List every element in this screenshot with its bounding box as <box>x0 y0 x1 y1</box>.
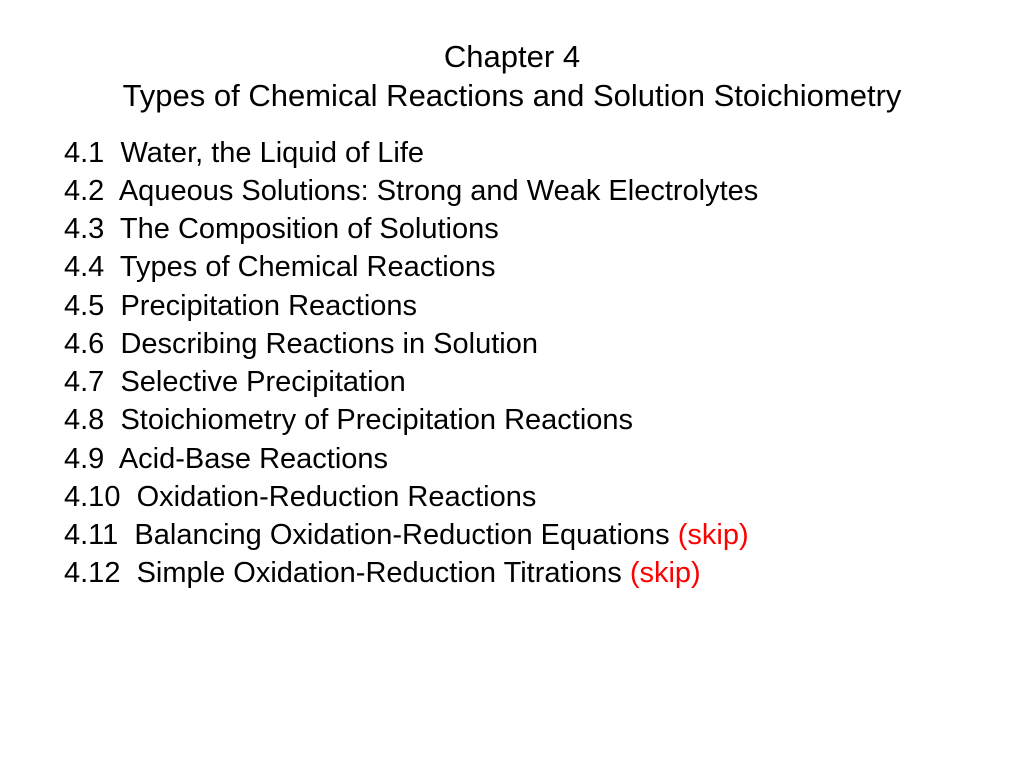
outline-item: 4.8 Stoichiometry of Precipitation React… <box>64 401 1024 439</box>
outline-item-topic: Precipitation Reactions <box>120 290 417 322</box>
title-line-2: Types of Chemical Reactions and Solution… <box>0 77 1024 116</box>
outline-item: 4.2 Aqueous Solutions: Strong and Weak E… <box>64 172 1024 210</box>
chapter-outline: 4.1 Water, the Liquid of Life4.2 Aqueous… <box>0 134 1024 593</box>
outline-item-number: 4.10 <box>64 481 120 513</box>
outline-item-number: 4.6 <box>64 328 104 360</box>
skip-label: (skip) <box>630 557 701 589</box>
outline-item: 4.4 Types of Chemical Reactions <box>64 248 1024 286</box>
outline-item-topic: Oxidation-Reduction Reactions <box>137 481 537 513</box>
outline-item-topic: Types of Chemical Reactions <box>120 251 496 283</box>
outline-item-topic: Balancing Oxidation-Reduction Equations <box>134 519 669 551</box>
outline-item: 4.12 Simple Oxidation-Reduction Titratio… <box>64 554 1024 592</box>
outline-item-number: 4.9 <box>64 443 104 475</box>
outline-item: 4.7 Selective Precipitation <box>64 363 1024 401</box>
outline-item: 4.9 Acid-Base Reactions <box>64 440 1024 478</box>
slide-title: Chapter 4 Types of Chemical Reactions an… <box>0 38 1024 116</box>
outline-item-number: 4.1 <box>64 137 104 169</box>
outline-item-number: 4.8 <box>64 404 104 436</box>
outline-item: 4.5 Precipitation Reactions <box>64 287 1024 325</box>
outline-item-topic: Simple Oxidation-Reduction Titrations <box>137 557 622 589</box>
title-line-1: Chapter 4 <box>0 38 1024 77</box>
outline-item-number: 4.7 <box>64 366 104 398</box>
outline-item-topic: Describing Reactions in Solution <box>120 328 538 360</box>
skip-label: (skip) <box>678 519 749 551</box>
outline-item-topic: Selective Precipitation <box>120 366 405 398</box>
outline-item: 4.11 Balancing Oxidation-Reduction Equat… <box>64 516 1024 554</box>
outline-item: 4.10 Oxidation-Reduction Reactions <box>64 478 1024 516</box>
outline-item-number: 4.12 <box>64 557 120 589</box>
outline-item-number: 4.11 <box>64 519 118 551</box>
outline-item-number: 4.5 <box>64 290 104 322</box>
outline-item: 4.1 Water, the Liquid of Life <box>64 134 1024 172</box>
outline-item-topic: The Composition of Solutions <box>120 213 499 245</box>
outline-item-topic: Water, the Liquid of Life <box>120 137 424 169</box>
outline-item: 4.3 The Composition of Solutions <box>64 210 1024 248</box>
outline-item-topic: Stoichiometry of Precipitation Reactions <box>120 404 633 436</box>
outline-item-topic: Acid-Base Reactions <box>119 443 388 475</box>
outline-item-topic: Aqueous Solutions: Strong and Weak Elect… <box>119 175 758 207</box>
outline-item-number: 4.2 <box>64 175 104 207</box>
outline-item: 4.6 Describing Reactions in Solution <box>64 325 1024 363</box>
outline-item-number: 4.3 <box>64 213 104 245</box>
outline-item-number: 4.4 <box>64 251 104 283</box>
slide: Chapter 4 Types of Chemical Reactions an… <box>0 0 1024 768</box>
